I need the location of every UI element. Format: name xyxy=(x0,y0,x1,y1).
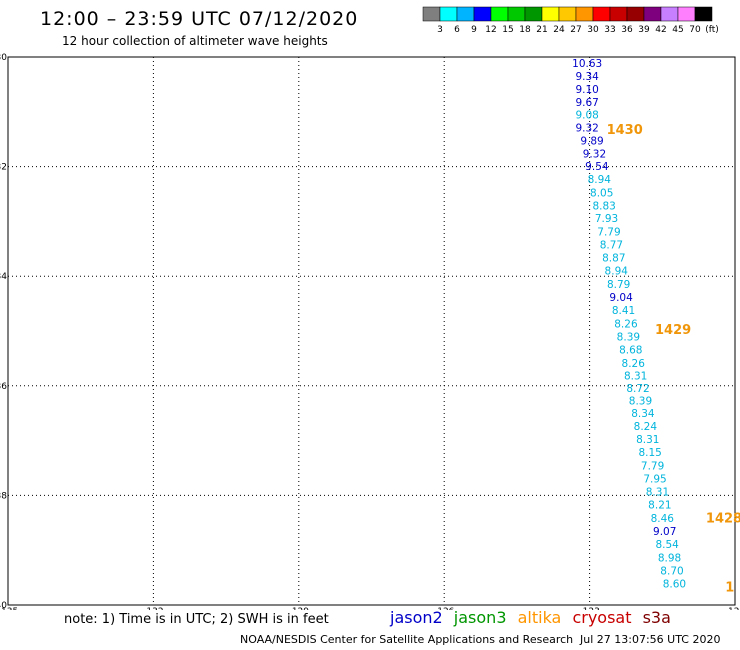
wave-height-point: 8.72 xyxy=(626,383,649,395)
wave-height-point: 8.24 xyxy=(634,421,658,433)
colorbar-label: 45 xyxy=(672,25,683,34)
colorbar-label: (ft) xyxy=(705,25,719,34)
wave-height-point: 9.32 xyxy=(575,123,598,135)
wave-height-point: 9.89 xyxy=(580,135,603,147)
wave-height-point: 8.31 xyxy=(636,434,659,446)
wave-height-point: 8.54 xyxy=(655,539,679,551)
wave-height-point: 9.67 xyxy=(575,97,598,109)
footer-note: note: 1) Time is in UTC; 2) SWH is in fe… xyxy=(64,612,329,627)
wave-height-point: 8.34 xyxy=(631,408,655,420)
wave-height-point: 8.26 xyxy=(622,358,646,370)
wave-height-point: 8.26 xyxy=(614,318,638,330)
plot-frame xyxy=(7,56,736,606)
wave-height-point: 8.46 xyxy=(651,513,675,525)
colorbar-label: 42 xyxy=(655,25,666,34)
satellite-legend: jason2 jason3 altika cryosat s3a xyxy=(390,608,677,627)
wave-height-chart: -135 -132 -129 -126 -123 -120 -30 -32 -34 -36 -38 -… xyxy=(0,53,740,610)
wave-height-point: 7.79 xyxy=(597,226,620,238)
colorbar-label: 30 xyxy=(587,25,599,34)
colorbar-label: 70 xyxy=(689,25,701,34)
page-title: 12:00 – 23:59 UTC 07/12/2020 xyxy=(40,8,359,30)
wave-height-point: 8.83 xyxy=(592,201,615,213)
colorbar-label: 27 xyxy=(570,25,581,34)
y-tick-label: -30 xyxy=(0,53,7,63)
wave-height-point: 8.31 xyxy=(646,487,669,499)
wave-height-point: 8.98 xyxy=(658,552,681,564)
y-tick-label: -34 xyxy=(0,272,7,282)
wave-height-point: 9.07 xyxy=(653,526,676,538)
colorbar-label: 15 xyxy=(502,25,513,34)
wave-height-point: 7.79 xyxy=(641,460,664,472)
wave-height-point: 8.87 xyxy=(602,253,625,265)
wave-height-point: 9.04 xyxy=(609,292,633,304)
x-tick-label: -126 xyxy=(434,607,455,610)
y-tick-label: -32 xyxy=(0,163,7,173)
colorbar-label: 24 xyxy=(553,25,565,34)
colorbar-label: 18 xyxy=(519,25,531,34)
y-tick-label: -40 xyxy=(0,601,7,610)
legend-jason2: jason2 xyxy=(390,608,443,627)
wave-height-point: 7.95 xyxy=(643,473,666,485)
x-tick-label: -123 xyxy=(579,607,599,610)
page-subtitle: 12 hour collection of altimeter wave hei… xyxy=(62,34,328,48)
y-tick-label: -38 xyxy=(0,491,7,501)
wave-height-point: 8.77 xyxy=(600,239,623,251)
wave-height-point: 9.34 xyxy=(575,71,599,83)
x-tick-label: -129 xyxy=(289,607,310,610)
y-tick-label: -36 xyxy=(0,382,7,392)
wave-height-point: 10.63 xyxy=(572,58,602,70)
x-tick-label: -120 xyxy=(725,607,740,610)
x-tick-label: -132 xyxy=(143,607,163,610)
wave-height-point: 8.70 xyxy=(660,565,683,577)
legend-altika: altika xyxy=(517,608,562,627)
wave-height-point: 8.15 xyxy=(638,447,661,459)
wave-height-point: 9.32 xyxy=(583,148,606,160)
colorbar-label: 36 xyxy=(621,25,633,34)
wave-height-point: 8.39 xyxy=(629,396,652,408)
colorbar-label: 33 xyxy=(604,25,615,34)
wave-height-point: 8.60 xyxy=(663,579,686,591)
legend-s3a: s3a xyxy=(642,608,671,627)
colorbar-label: 12 xyxy=(485,25,496,34)
wave-height-point: 8.94 xyxy=(605,266,629,278)
wave-height-point: 9.54 xyxy=(585,161,609,173)
wave-height-point: 7.93 xyxy=(595,213,618,225)
pass-time-label: 1 xyxy=(725,580,734,595)
colorbar-label: 3 xyxy=(437,25,443,34)
colorbar-label: 39 xyxy=(638,25,650,34)
x-tick-label: -135 xyxy=(0,607,18,610)
credit-text: NOAA/NESDIS Center for Satellite Applica… xyxy=(240,633,574,646)
pass-time-label: 1430 xyxy=(607,123,643,138)
wave-height-colorbar: 3 6 9 12 15 18 21 24 27 30 33 36 39 42 45 70 (ft) xyxy=(422,6,719,34)
wave-height-point: 8.41 xyxy=(612,305,635,317)
wave-height-point: 8.21 xyxy=(648,500,671,512)
legend-cryosat: cryosat xyxy=(572,608,632,627)
wave-height-point: 8.39 xyxy=(617,331,640,343)
pass-time-label: 1428 xyxy=(706,511,740,526)
colorbar-label: 6 xyxy=(454,25,460,34)
wave-height-point: 8.31 xyxy=(624,370,647,382)
colorbar-label: 21 xyxy=(536,25,547,34)
credit-timestamp: Jul 27 13:07:56 UTC 2020 xyxy=(580,633,721,646)
wave-height-point: 9.10 xyxy=(575,84,598,96)
wave-height-point: 8.68 xyxy=(619,345,642,357)
wave-height-point: 8.79 xyxy=(607,279,630,291)
colorbar-swatch xyxy=(694,6,713,22)
colorbar-label: 9 xyxy=(471,25,477,34)
legend-jason3: jason3 xyxy=(453,608,507,627)
wave-height-point: 8.05 xyxy=(590,187,613,199)
wave-height-point: 8.94 xyxy=(588,174,612,186)
wave-height-point: 9.08 xyxy=(575,110,598,122)
pass-time-label: 1429 xyxy=(655,323,691,338)
